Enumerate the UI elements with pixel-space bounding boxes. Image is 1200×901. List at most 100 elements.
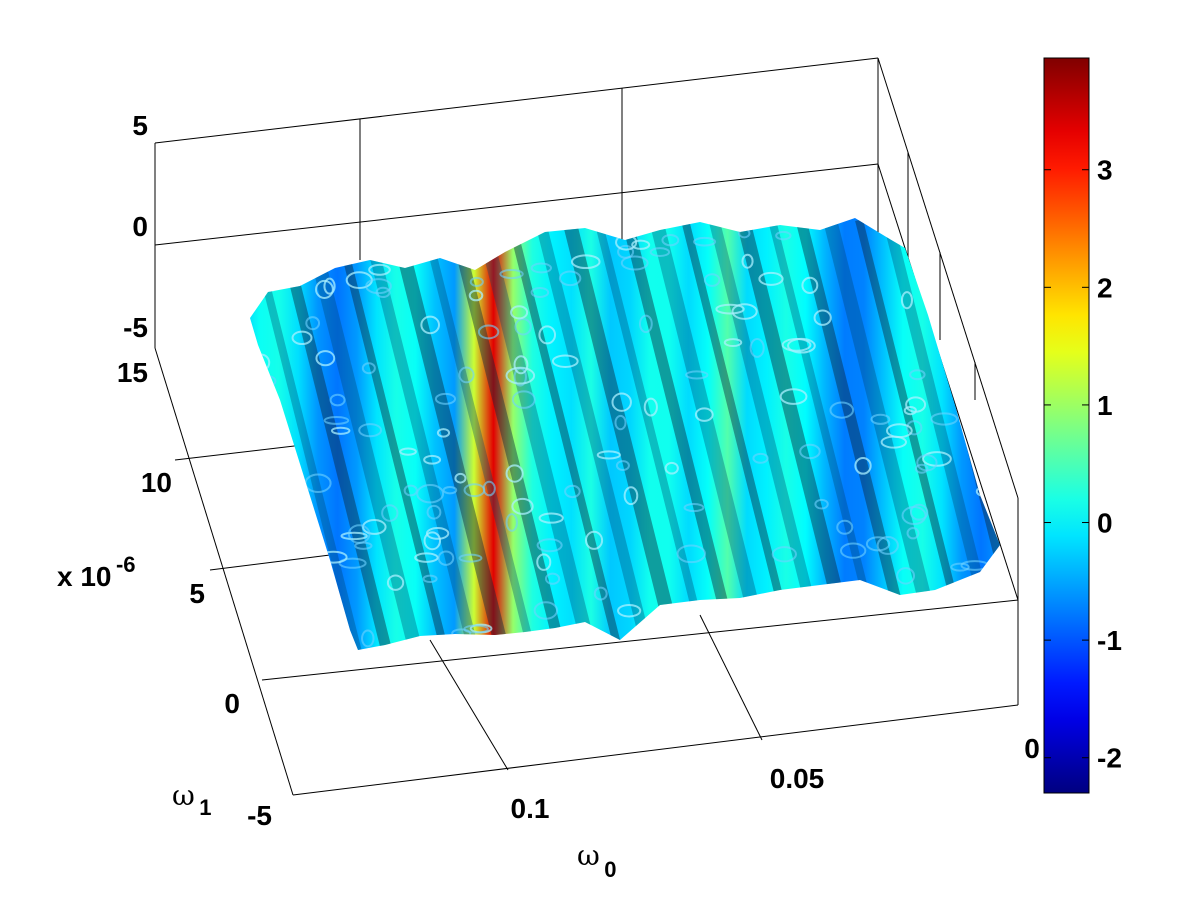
surface-highlight bbox=[323, 277, 336, 295]
surface-highlight bbox=[922, 451, 952, 467]
surface-highlight bbox=[694, 407, 714, 422]
colorbar: -2 -1 0 1 2 3 bbox=[1043, 57, 1122, 794]
surface-highlight bbox=[283, 546, 305, 558]
surface-highlight bbox=[294, 534, 315, 549]
surface-highlight bbox=[753, 611, 769, 629]
surface-highlight bbox=[317, 241, 337, 259]
surface-highlight bbox=[596, 450, 621, 460]
surface-highlight bbox=[362, 519, 387, 535]
surface-highlight bbox=[422, 574, 438, 584]
surface-highlight bbox=[499, 268, 524, 280]
surface-highlight bbox=[581, 624, 597, 638]
surface-highlight bbox=[338, 232, 366, 241]
surface-highlight bbox=[253, 374, 277, 388]
surface-highlight bbox=[425, 527, 450, 540]
surface-highlight bbox=[749, 338, 765, 358]
surface-highlight bbox=[775, 230, 792, 241]
surface-ridge bbox=[273, 218, 395, 650]
surface-highlight bbox=[829, 401, 855, 419]
surface-highlight bbox=[617, 603, 642, 618]
surface-ridge bbox=[534, 218, 656, 650]
surface-highlight bbox=[370, 225, 394, 235]
surface-highlight bbox=[386, 574, 405, 591]
surface-highlight bbox=[643, 397, 658, 417]
surface-highlight bbox=[779, 388, 808, 405]
surface-highlight bbox=[685, 370, 709, 380]
z-tick-label: 0 bbox=[132, 211, 148, 242]
surface-highlight bbox=[513, 355, 529, 375]
y-tick-label: 15 bbox=[117, 357, 148, 388]
surface-highlight bbox=[291, 330, 313, 346]
y-tick-label: -5 bbox=[247, 800, 272, 831]
grid-line bbox=[209, 554, 331, 571]
surface-highlight bbox=[361, 629, 375, 648]
surface-highlight bbox=[615, 460, 630, 471]
colorbar-tick-label: 0 bbox=[1097, 508, 1113, 539]
x-tick-label: 0 bbox=[1024, 733, 1040, 764]
surface-highlight bbox=[693, 236, 717, 247]
surface-highlight bbox=[330, 426, 351, 435]
surface-highlight bbox=[614, 414, 627, 431]
surface-highlight bbox=[338, 557, 367, 569]
box-edge bbox=[154, 57, 879, 144]
surface-highlight bbox=[414, 552, 439, 563]
grid-line bbox=[429, 639, 509, 771]
surface-highlight bbox=[977, 224, 992, 240]
surface-highlight bbox=[536, 538, 563, 553]
colorbar-tick-label: -2 bbox=[1097, 743, 1122, 774]
surface-highlight bbox=[909, 503, 929, 521]
surface-highlight bbox=[620, 255, 649, 271]
surface-highlight bbox=[649, 247, 671, 258]
box-edge bbox=[154, 347, 294, 796]
surface-highlight bbox=[564, 484, 581, 499]
surface-highlight bbox=[426, 504, 442, 520]
surface-highlight bbox=[420, 315, 441, 335]
colorbar-tick-label: 2 bbox=[1097, 272, 1113, 303]
surface-highlight bbox=[533, 601, 559, 620]
surface-ridge bbox=[420, 219, 538, 650]
surface-highlight bbox=[950, 562, 970, 572]
surface-highlight bbox=[801, 276, 819, 294]
colorbar-ticks: -2 -1 0 1 2 3 bbox=[1044, 155, 1122, 774]
surface-highlight bbox=[773, 627, 797, 640]
surface-highlight bbox=[423, 454, 442, 465]
surface-highlight bbox=[876, 594, 903, 612]
box-edge bbox=[877, 57, 1019, 499]
surface-highlight bbox=[544, 572, 561, 585]
x-axis-label: ω 0 bbox=[577, 839, 617, 882]
surface-highlight bbox=[916, 454, 938, 472]
surface-highlight bbox=[536, 553, 552, 571]
surface-highlight bbox=[930, 412, 958, 426]
grid-line bbox=[261, 599, 1019, 681]
surface-highlight bbox=[262, 446, 290, 465]
surface-ridge bbox=[823, 218, 947, 650]
y-tick-label: 10 bbox=[141, 467, 172, 498]
surface-highlight bbox=[611, 392, 632, 412]
y-axis-label: ω 1 bbox=[172, 779, 212, 820]
surface-highlight bbox=[437, 550, 455, 566]
grid-line bbox=[699, 614, 763, 741]
colorbar-tick-label: 1 bbox=[1097, 390, 1113, 421]
z-tick-label: -5 bbox=[123, 312, 148, 343]
surface-highlight bbox=[906, 420, 923, 436]
surface-highlight bbox=[329, 393, 346, 407]
surface-highlight bbox=[836, 519, 854, 535]
box-edge bbox=[292, 704, 1019, 796]
surface-highlight bbox=[854, 456, 872, 475]
surface-highlight bbox=[538, 512, 564, 524]
surface-highlight bbox=[313, 252, 330, 265]
surface-highlight bbox=[741, 253, 754, 269]
surface-highlight bbox=[676, 544, 706, 564]
surface-highlight bbox=[510, 305, 529, 320]
surface-highlight bbox=[903, 405, 917, 416]
surface-highlight bbox=[454, 472, 467, 484]
surface-highlight bbox=[870, 413, 891, 425]
surface-highlight bbox=[505, 464, 524, 483]
surface-highlight bbox=[530, 286, 550, 298]
surface-ridge bbox=[708, 218, 830, 650]
surface-highlight bbox=[505, 513, 518, 532]
surface-highlight bbox=[340, 531, 368, 541]
surface-highlight bbox=[442, 486, 458, 495]
surface-highlight bbox=[593, 586, 608, 601]
